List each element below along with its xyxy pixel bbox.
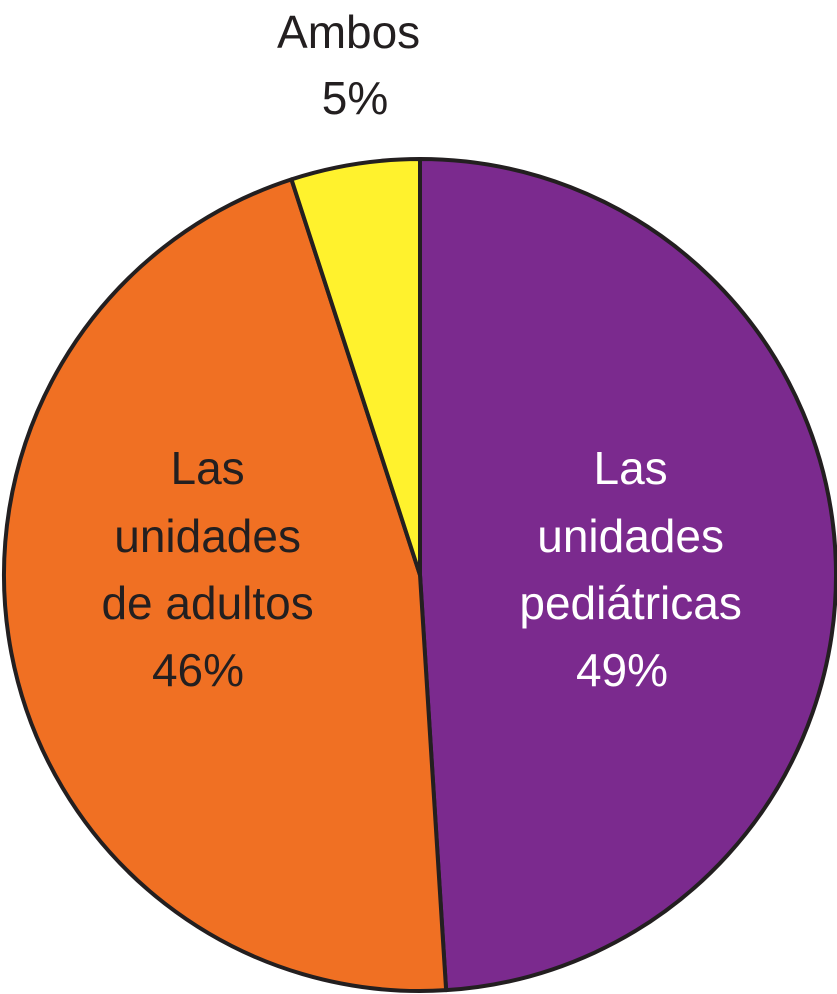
slice-adultos <box>2 177 449 993</box>
slice-label-pediatricas: Las unidades pediátricas 49% <box>519 442 754 696</box>
slice-ambos <box>289 157 422 577</box>
slice-label-adultos: Las unidades de adultos 46% <box>101 442 326 696</box>
pie-slices <box>2 157 837 993</box>
pie-labels: Las unidades pediátricas 49% Las unidade… <box>101 6 754 696</box>
slice-label-ambos: Ambos 5% <box>277 6 433 124</box>
slice-pediatricas <box>418 157 837 993</box>
